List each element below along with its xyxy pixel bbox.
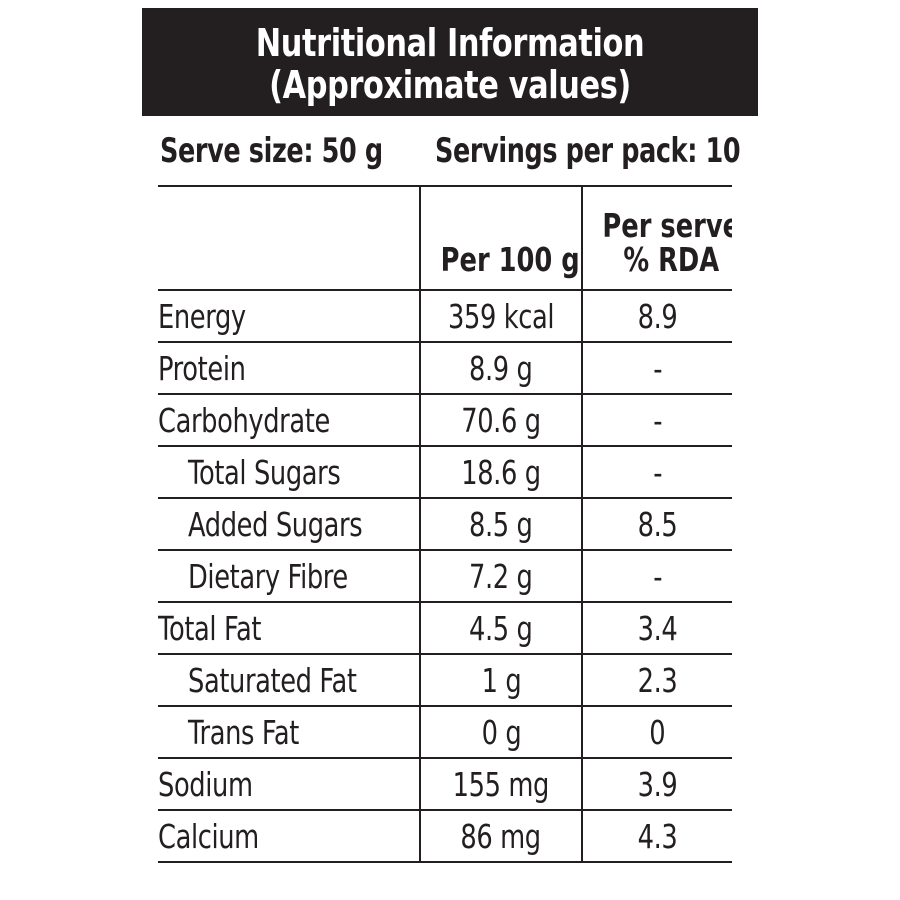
rda-column-header: Per serve % RDA (581, 185, 732, 290)
rda-value: 0 (581, 705, 732, 758)
per-100g-value: 0 g (419, 705, 582, 758)
per-serve-label: Per serve (602, 206, 732, 245)
table-row: Energy 359 kcal 8.9 (158, 289, 732, 342)
header-title: Nutritional Information (255, 21, 645, 65)
nutrient-name: Saturated Fat (158, 653, 420, 706)
nutrient-name: Energy (158, 289, 420, 342)
nutrient-name: Sodium (158, 757, 420, 810)
per-100g-value: 7.2 g (419, 549, 582, 602)
per-100g-value: 4.5 g (419, 601, 582, 654)
rda-value: - (581, 445, 732, 498)
nutrition-table: Per 100 g Per serve % RDA Energy 359 kca… (158, 185, 732, 863)
per-100g-value: 359 kcal (419, 289, 582, 342)
rda-value: 8.9 (581, 289, 732, 342)
table-row: Added Sugars 8.5 g 8.5 (158, 497, 732, 550)
rda-value: - (581, 393, 732, 446)
table-row: Carbohydrate 70.6 g - (158, 393, 732, 446)
table-row: Calcium 86 mg 4.3 (158, 809, 732, 863)
servings-per-pack: Servings per pack: 10 (435, 131, 741, 171)
rda-value: 2.3 (581, 653, 732, 706)
nutrient-name: Calcium (158, 809, 420, 863)
table-row: Trans Fat 0 g 0 (158, 705, 732, 758)
table-row: Total Sugars 18.6 g - (158, 445, 732, 498)
per-100g-label: Per 100 g (440, 240, 580, 279)
per-100g-value: 8.9 g (419, 341, 582, 394)
per-100g-value: 155 mg (419, 757, 582, 810)
rda-value: - (581, 341, 732, 394)
rda-value: 3.9 (581, 757, 732, 810)
table-header-row: Per 100 g Per serve % RDA (158, 185, 732, 290)
nutrient-name: Protein (158, 341, 420, 394)
nutrition-header: Nutritional Information (Approximate val… (142, 8, 758, 116)
per-100g-value: 8.5 g (419, 497, 582, 550)
rda-value: - (581, 549, 732, 602)
per-100g-value: 18.6 g (419, 445, 582, 498)
table-row: Sodium 155 mg 3.9 (158, 757, 732, 810)
rda-value: 8.5 (581, 497, 732, 550)
rda-value: 4.3 (581, 809, 732, 863)
serving-info: Serve size: 50 g Servings per pack: 10 (160, 128, 760, 178)
table-row: Dietary Fibre 7.2 g - (158, 549, 732, 602)
per-100g-value: 70.6 g (419, 393, 582, 446)
per-100g-column-header: Per 100 g (419, 185, 582, 290)
rda-header-stack: Per serve % RDA (602, 209, 732, 289)
table-row: Total Fat 4.5 g 3.4 (158, 601, 732, 654)
nutrient-name: Trans Fat (158, 705, 420, 758)
table-row: Protein 8.9 g - (158, 341, 732, 394)
rda-label: % RDA (623, 240, 720, 279)
nutrient-name: Total Fat (158, 601, 420, 654)
nutrient-name: Carbohydrate (158, 393, 420, 446)
nutrient-name: Dietary Fibre (158, 549, 420, 602)
table-row: Saturated Fat 1 g 2.3 (158, 653, 732, 706)
nutrient-column-header (158, 185, 420, 290)
header-subtitle: (Approximate values) (269, 63, 631, 107)
per-100g-value: 86 mg (419, 809, 582, 863)
nutrient-name: Added Sugars (158, 497, 420, 550)
nutrient-name: Total Sugars (158, 445, 420, 498)
rda-value: 3.4 (581, 601, 732, 654)
serve-size: Serve size: 50 g (160, 131, 383, 171)
per-100g-value: 1 g (419, 653, 582, 706)
